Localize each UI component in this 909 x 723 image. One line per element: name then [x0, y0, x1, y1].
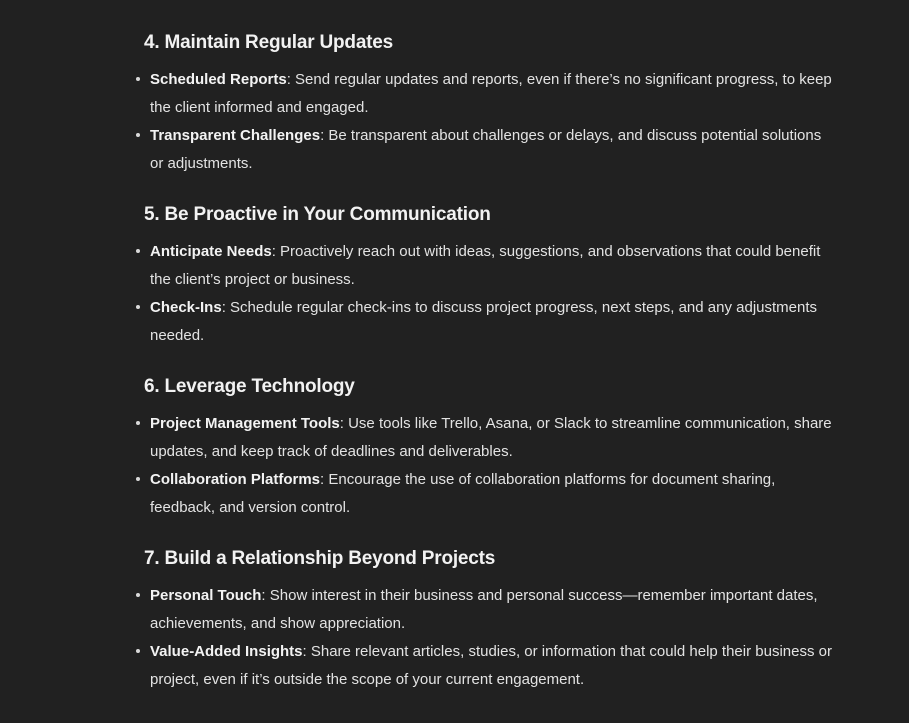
list-item: Collaboration Platforms: Encourage the u…	[132, 466, 832, 522]
item-text: : Use tools like Trello, Asana, or Slack…	[150, 415, 832, 460]
bullet-icon	[136, 421, 140, 425]
item-term: Value-Added Insights	[150, 643, 303, 660]
bullet-list: Project Management Tools: Use tools like…	[132, 410, 832, 522]
bullet-list: Personal Touch: Show interest in their b…	[132, 582, 832, 694]
bullet-list: Anticipate Needs: Proactively reach out …	[132, 238, 832, 350]
bullet-icon	[136, 305, 140, 309]
section-maintain-regular-updates: 4. Maintain Regular Updates Scheduled Re…	[132, 30, 832, 178]
list-item: Anticipate Needs: Proactively reach out …	[132, 238, 832, 294]
item-term: Collaboration Platforms	[150, 471, 321, 488]
section-leverage-technology: 6. Leverage Technology Project Managemen…	[132, 374, 832, 522]
bullet-icon	[136, 477, 140, 481]
list-item: Transparent Challenges: Be transparent a…	[132, 122, 832, 178]
list-item: Project Management Tools: Use tools like…	[132, 410, 832, 466]
section-heading: 5. Be Proactive in Your Communication	[144, 204, 491, 225]
bullet-list: Scheduled Reports: Send regular updates …	[132, 66, 832, 178]
list-item: Personal Touch: Show interest in their b…	[132, 582, 832, 638]
item-text: : Encourage the use of collaboration pla…	[150, 471, 776, 516]
bullet-icon	[136, 593, 140, 597]
section-heading: 7. Build a Relationship Beyond Projects	[144, 548, 496, 569]
list-item: Scheduled Reports: Send regular updates …	[132, 66, 832, 122]
section-heading: 6. Leverage Technology	[144, 376, 355, 397]
item-term: Scheduled Reports	[150, 71, 287, 88]
bullet-icon	[136, 649, 140, 653]
item-term: Check-Ins	[150, 299, 222, 316]
bullet-icon	[136, 77, 140, 81]
item-text: : Show interest in their business and pe…	[150, 587, 818, 632]
section-be-proactive: 5. Be Proactive in Your Communication An…	[132, 202, 832, 350]
item-text: : Be transparent about challenges or del…	[150, 127, 822, 172]
item-term: Project Management Tools	[150, 415, 340, 432]
item-text: : Share relevant articles, studies, or i…	[150, 643, 832, 688]
list-item: Check-Ins: Schedule regular check-ins to…	[132, 294, 832, 350]
item-term: Anticipate Needs	[150, 243, 272, 260]
item-term: Personal Touch	[150, 587, 262, 604]
item-text: : Send regular updates and reports, even…	[150, 71, 832, 116]
list-item: Value-Added Insights: Share relevant art…	[132, 638, 832, 694]
section-heading: 4. Maintain Regular Updates	[144, 32, 394, 53]
bullet-icon	[136, 249, 140, 253]
item-text: : Schedule regular check-ins to discuss …	[150, 299, 818, 344]
bullet-icon	[136, 133, 140, 137]
section-build-relationship: 7. Build a Relationship Beyond Projects …	[132, 546, 832, 694]
item-text: : Proactively reach out with ideas, sugg…	[150, 243, 821, 288]
item-term: Transparent Challenges	[150, 127, 321, 144]
